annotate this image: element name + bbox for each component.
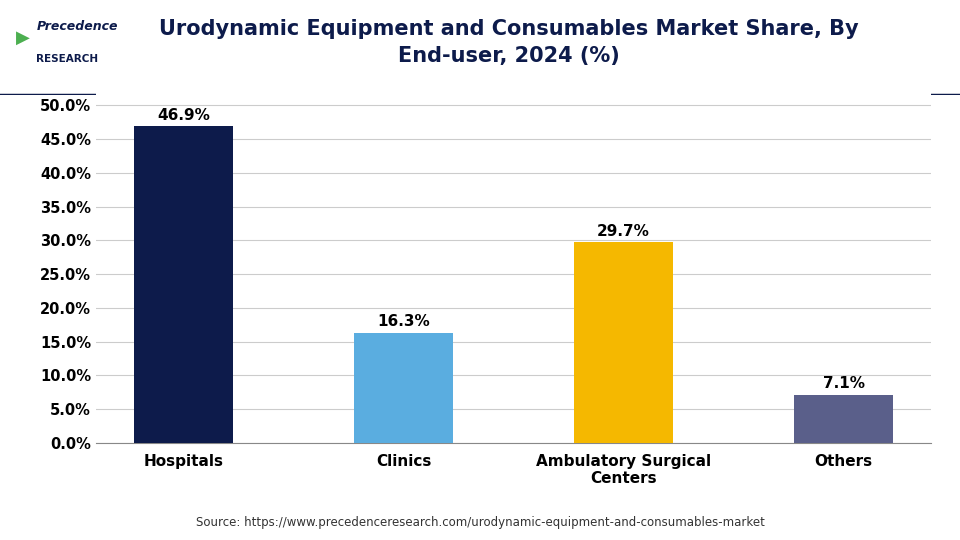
Bar [354, 333, 453, 443]
Text: 16.3%: 16.3% [377, 314, 430, 329]
Text: Precedence: Precedence [36, 20, 118, 33]
Text: ▶: ▶ [16, 29, 30, 47]
Text: Source: https://www.precedenceresearch.com/urodynamic-equipment-and-consumables-: Source: https://www.precedenceresearch.c… [196, 516, 764, 529]
Text: 29.7%: 29.7% [597, 224, 650, 239]
Bar [574, 242, 673, 443]
Bar [794, 395, 893, 443]
Text: 46.9%: 46.9% [157, 108, 210, 123]
Text: 7.1%: 7.1% [823, 376, 865, 392]
Text: Urodynamic Equipment and Consumables Market Share, By
End-user, 2024 (%): Urodynamic Equipment and Consumables Mar… [159, 19, 858, 66]
Bar [134, 126, 233, 443]
Text: RESEARCH: RESEARCH [36, 53, 99, 64]
